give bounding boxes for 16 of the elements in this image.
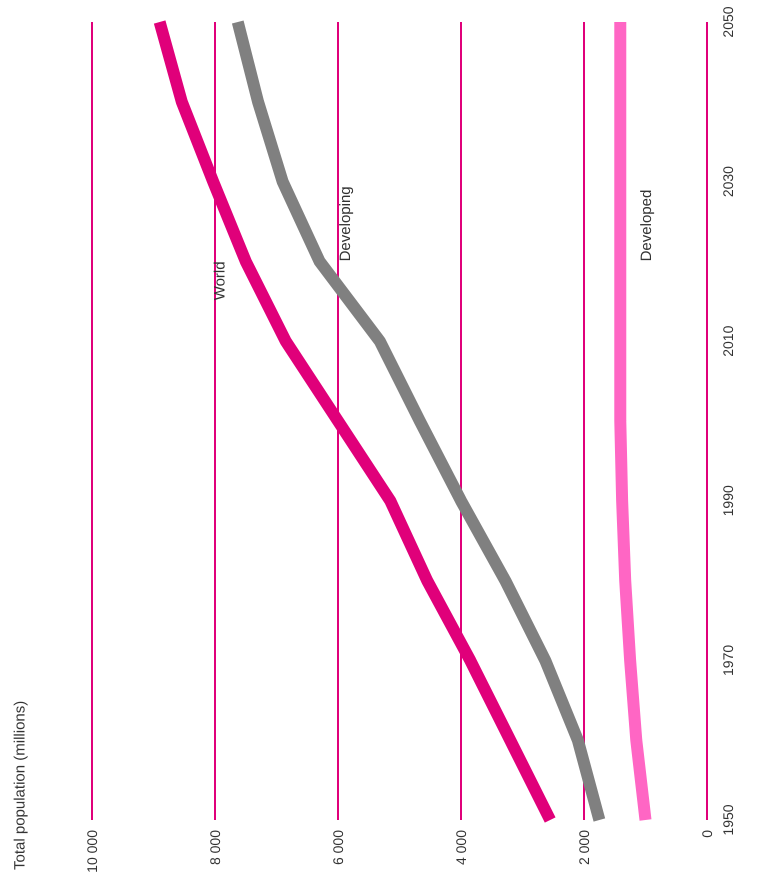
x-tick-label: 2 000 [576, 830, 592, 866]
x-tick-label: 4 000 [453, 830, 469, 866]
x-tick-label: 6 000 [330, 830, 346, 866]
y-tick-label: 1970 [720, 644, 736, 676]
y-tick-label: 2050 [720, 6, 736, 38]
x-tick-label: 0 [699, 830, 715, 838]
x-tick-label: 10 000 [84, 830, 100, 873]
text: Developing [337, 186, 354, 262]
text: Total population (millions) [12, 700, 28, 870]
x-tick-label: 8 000 [207, 830, 223, 866]
text: Developed [638, 190, 655, 262]
y-tick-label: 1990 [720, 485, 736, 516]
y-tick-label: 2030 [720, 166, 736, 198]
text: World [211, 261, 228, 300]
y-tick-label: 1950 [720, 804, 736, 836]
y-tick-label: 2010 [720, 325, 736, 357]
